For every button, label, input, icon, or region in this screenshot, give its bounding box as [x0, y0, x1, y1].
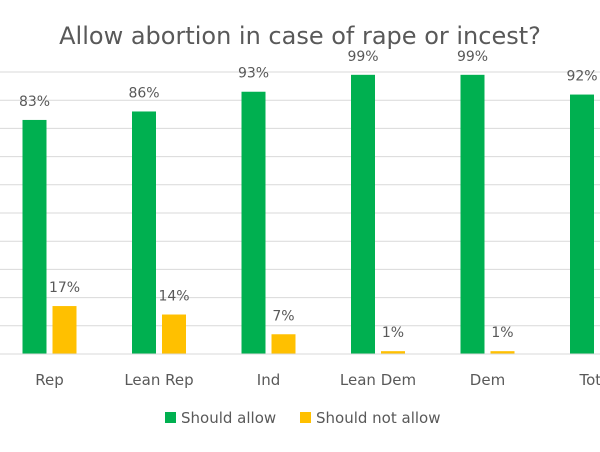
bar-should-allow — [460, 74, 485, 354]
legend-label-should-not-allow: Should not allow — [316, 409, 440, 427]
data-label-should-allow: 93% — [238, 66, 269, 82]
bar-should-not-allow — [490, 351, 515, 354]
data-label-should-not-allow: 1% — [491, 325, 513, 341]
x-tick-label: Lean Dem — [340, 371, 416, 389]
x-tick-label: Ind — [257, 371, 280, 389]
legend-swatch-should-allow — [165, 412, 176, 423]
data-label-should-allow: 92% — [566, 69, 597, 85]
data-label-should-allow: 86% — [128, 85, 159, 101]
bar-should-not-allow — [52, 306, 77, 354]
data-label-should-not-allow: 17% — [49, 280, 80, 296]
legend-swatch-should-not-allow — [300, 412, 311, 423]
bars — [22, 74, 594, 355]
x-axis-ticks: Rep Lean Rep Ind Lean Dem Dem Total — [35, 371, 600, 389]
x-tick-label: Lean Rep — [124, 371, 193, 389]
legend-label-should-allow: Should allow — [181, 409, 276, 427]
data-label-should-allow: 99% — [347, 49, 378, 65]
chart-title: Allow abortion in case of rape or incest… — [59, 22, 541, 50]
bar-should-not-allow — [162, 314, 186, 354]
x-tick-label: Rep — [35, 371, 64, 389]
data-label-should-allow: 99% — [457, 49, 488, 65]
bar-should-allow — [351, 74, 375, 354]
data-label-should-not-allow: 1% — [382, 325, 404, 341]
data-labels: 83%17%86%14%93%7%99%1%99%1%92%8% — [19, 49, 598, 341]
data-label-should-allow: 83% — [19, 94, 50, 110]
bar-should-allow — [570, 94, 594, 354]
data-label-should-not-allow: 14% — [158, 289, 189, 305]
bar-should-allow — [241, 91, 266, 355]
bar-should-not-allow — [381, 351, 405, 354]
legend: Should allow Should not allow — [165, 409, 440, 427]
gridlines — [0, 71, 600, 327]
bar-should-allow — [22, 119, 47, 354]
x-tick-label: Total — [578, 371, 600, 389]
bar-should-not-allow — [271, 334, 296, 354]
x-tick-label: Dem — [470, 371, 505, 389]
bar-should-allow — [132, 111, 156, 354]
data-label-should-not-allow: 7% — [272, 308, 294, 324]
